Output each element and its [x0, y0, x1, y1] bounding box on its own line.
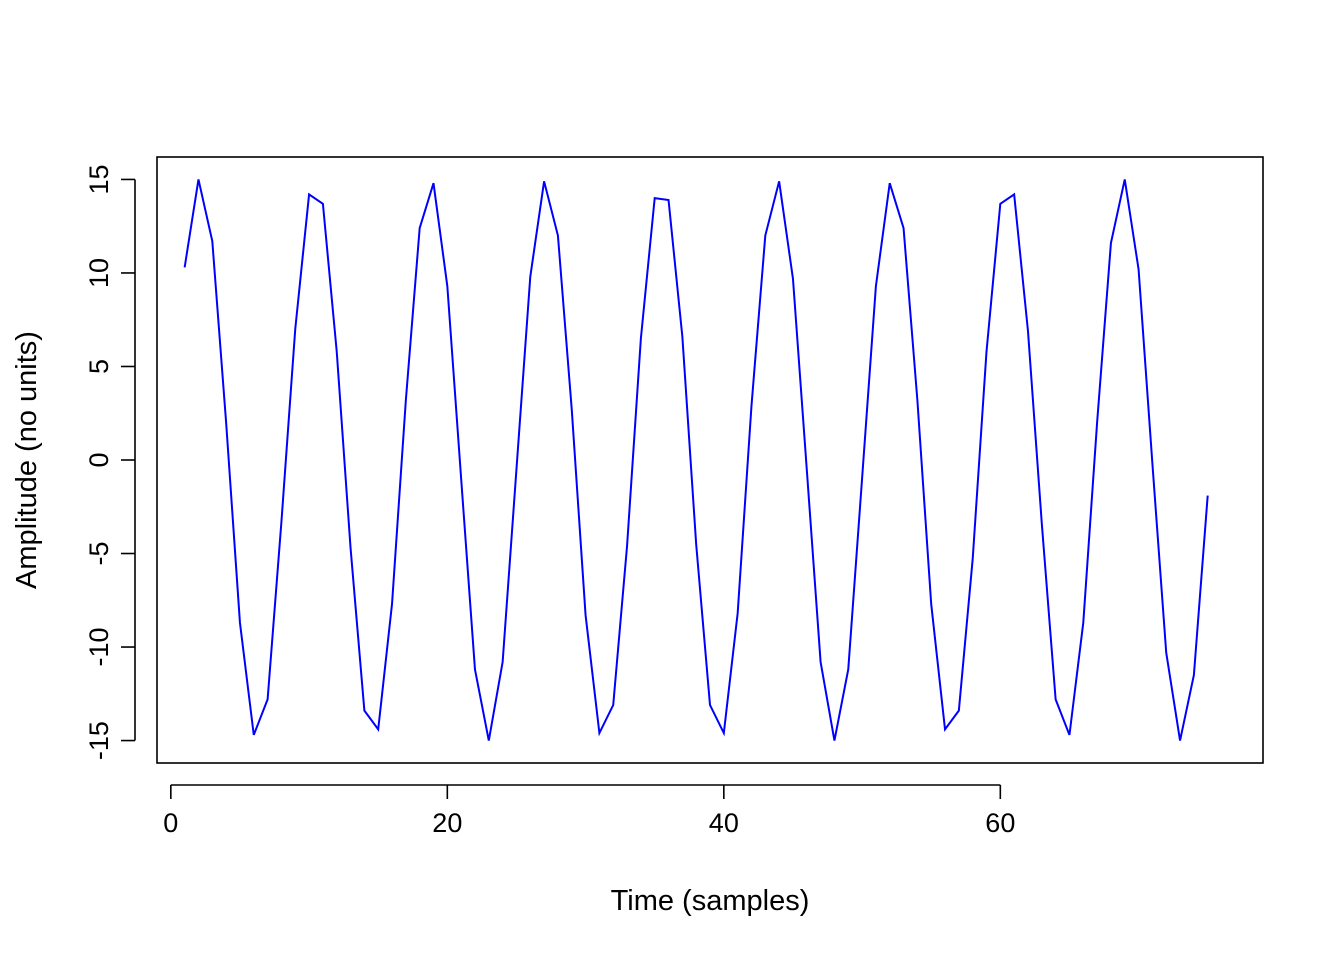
- y-axis-title: Amplitude (no units): [11, 331, 43, 589]
- x-tick-label: 40: [709, 808, 739, 838]
- y-axis: -15 -10 -5 0 5 10 15: [84, 164, 136, 760]
- y-tick-label: 0: [84, 452, 114, 467]
- plot-frame: [156, 156, 1264, 764]
- y-tick-label: -5: [84, 542, 114, 566]
- x-tick-label: 60: [985, 808, 1015, 838]
- y-tick-label: 5: [84, 359, 114, 374]
- x-axis-title: Time (samples): [611, 885, 810, 917]
- x-tick-label: 0: [163, 808, 178, 838]
- x-axis: 0 20 40 60: [163, 784, 1015, 838]
- y-tick-label: 10: [84, 258, 114, 288]
- x-tick-label: 20: [432, 808, 462, 838]
- y-tick-label: 15: [84, 164, 114, 194]
- y-tick-label: -10: [84, 628, 114, 667]
- series-layer: [183, 179, 1209, 741]
- series-line: [183, 179, 1209, 741]
- y-tick-label: -15: [84, 721, 114, 760]
